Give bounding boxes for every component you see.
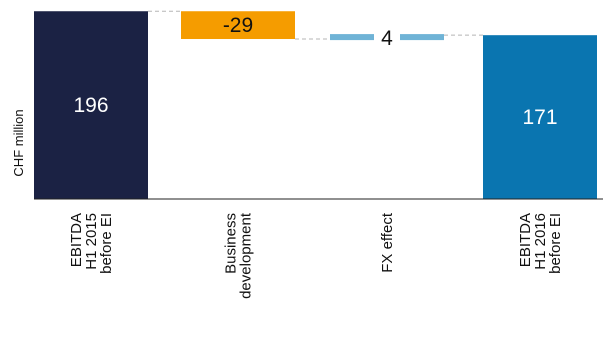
category-label-2-line-1: Business [223, 213, 240, 274]
bars-layer [34, 11, 597, 200]
category-label-4-line-2: H1 2016 [532, 213, 549, 270]
category-label-1-line-2: H1 2015 [83, 213, 100, 270]
connectors-layer [148, 10, 483, 40]
value-label-1: 196 [73, 94, 108, 117]
category-label-4-line-3: before EI [547, 213, 564, 274]
category-label-4-line-1: EBITDA [517, 213, 534, 267]
category-label-1-line-1: EBITDA [68, 213, 85, 267]
category-label-1-line-3: before EI [98, 213, 115, 274]
bar-2 [181, 11, 295, 40]
category-label-2-line-2: development [238, 212, 255, 299]
bar-1 [34, 11, 148, 200]
value-label-3: 4 [381, 27, 393, 50]
value-label-bg-3 [374, 25, 400, 50]
value-label-4: 171 [522, 106, 557, 129]
value-label-2: -29 [223, 14, 253, 37]
y-axis-label-group: CHF million [11, 109, 26, 176]
y-axis-label: CHF million [11, 109, 26, 176]
bar-4 [483, 35, 597, 199]
category-label-3-line-1: FX effect [379, 212, 396, 273]
value-labels-layer: 196 -29 4 171 [73, 14, 557, 129]
